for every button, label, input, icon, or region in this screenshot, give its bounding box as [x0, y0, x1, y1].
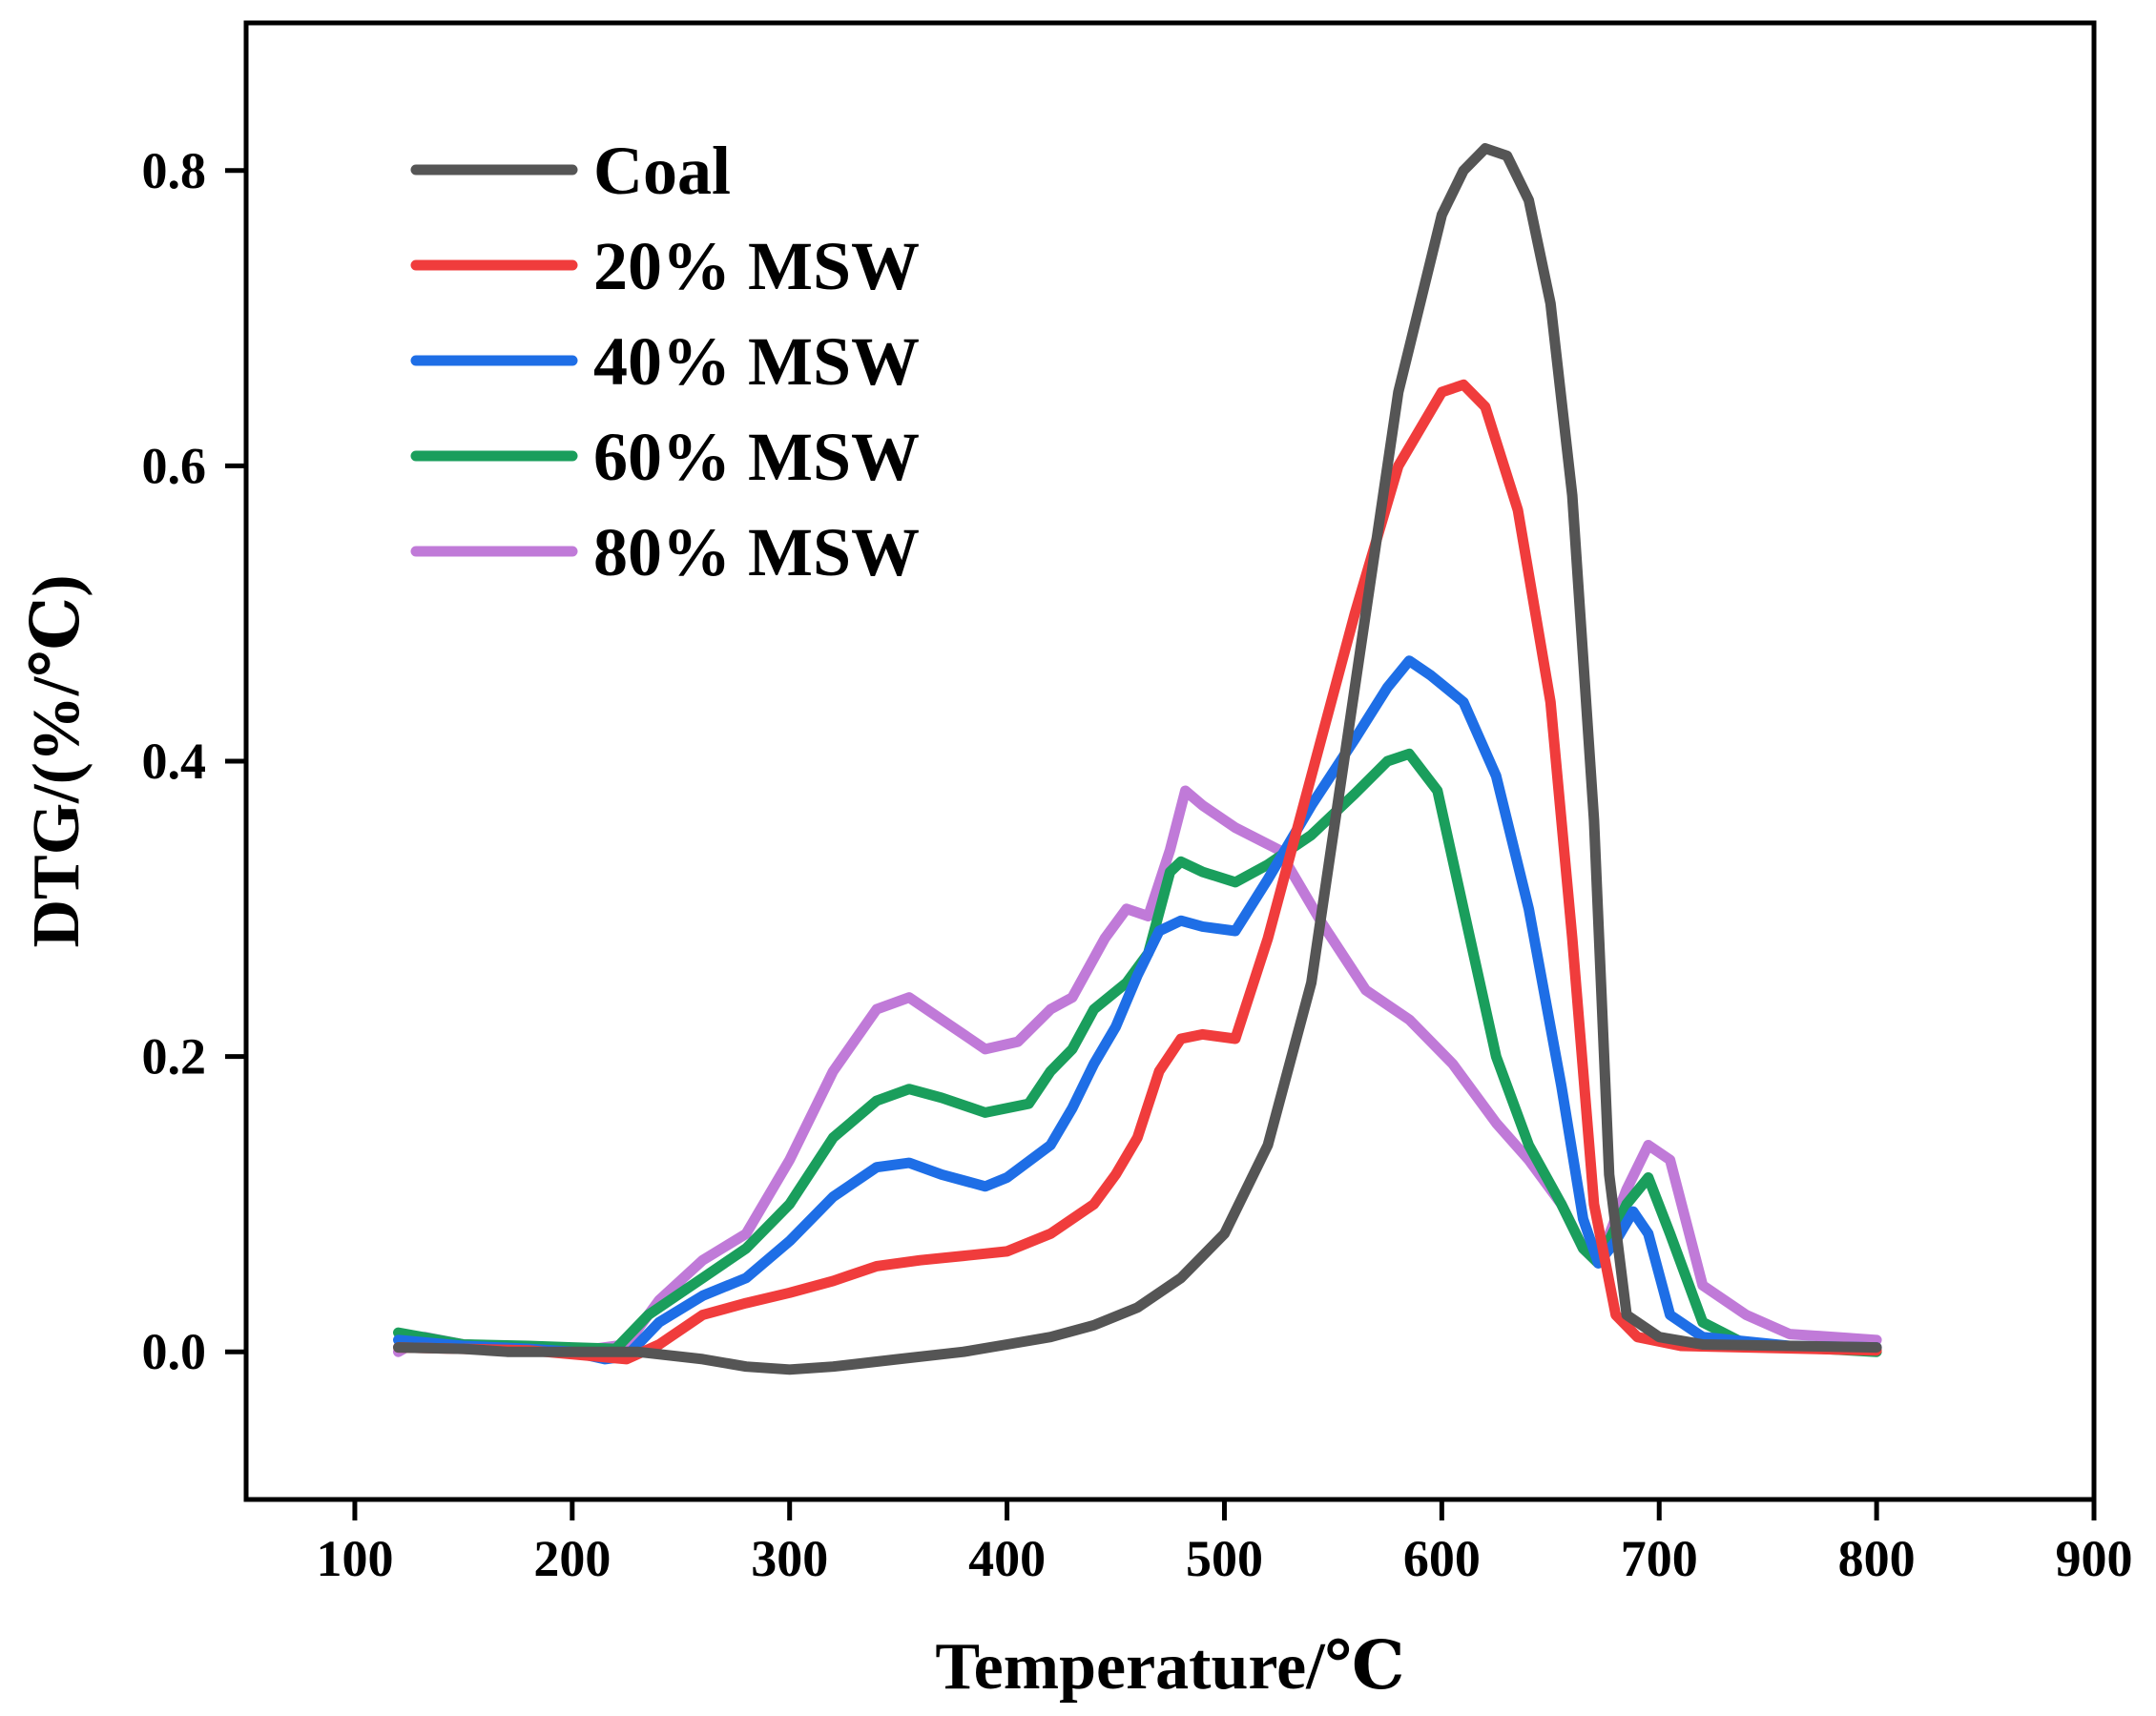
series-layer [393, 143, 1882, 1375]
x-tick-label: 500 [1186, 1530, 1263, 1587]
y-tick-label: 0.8 [142, 142, 207, 199]
x-tick-label: 800 [1838, 1530, 1916, 1587]
x-tick-label: 400 [968, 1530, 1046, 1587]
x-tick-label: 600 [1403, 1530, 1481, 1587]
x-tick-label: 900 [2056, 1530, 2133, 1587]
x-tick-label: 200 [533, 1530, 611, 1587]
y-axis-title: DTG/(%/℃) [20, 574, 93, 947]
tick-layer: 100 200 300 400 500 600 700 800 900 0.0 0.2 0.4 0.6 0… [142, 142, 2133, 1587]
x-tick-label: 700 [1621, 1530, 1698, 1587]
y-tick-label: 0.6 [142, 437, 207, 494]
x-tick-label: 300 [751, 1530, 828, 1587]
series-line-40-msw [393, 655, 1882, 1365]
legend-label: 20% MSW [593, 228, 920, 304]
series-line-coal [393, 143, 1882, 1375]
y-tick-label: 0.4 [142, 733, 207, 790]
y-tick-label: 0.2 [142, 1028, 207, 1085]
legend-label: Coal [593, 133, 731, 209]
x-tick-label: 100 [316, 1530, 393, 1587]
legend-label: 60% MSW [593, 419, 920, 495]
y-tick-label: 0.0 [142, 1323, 207, 1380]
x-axis-title: Temperature/℃ [935, 1630, 1404, 1704]
series-line-60-msw [393, 748, 1882, 1357]
legend-label: 80% MSW [593, 514, 920, 590]
legend-label: 40% MSW [593, 323, 920, 400]
legend: Coal 20% MSW 40% MSW 60% MSW 80% MSW [410, 133, 920, 590]
series-line-20-msw [393, 379, 1882, 1365]
